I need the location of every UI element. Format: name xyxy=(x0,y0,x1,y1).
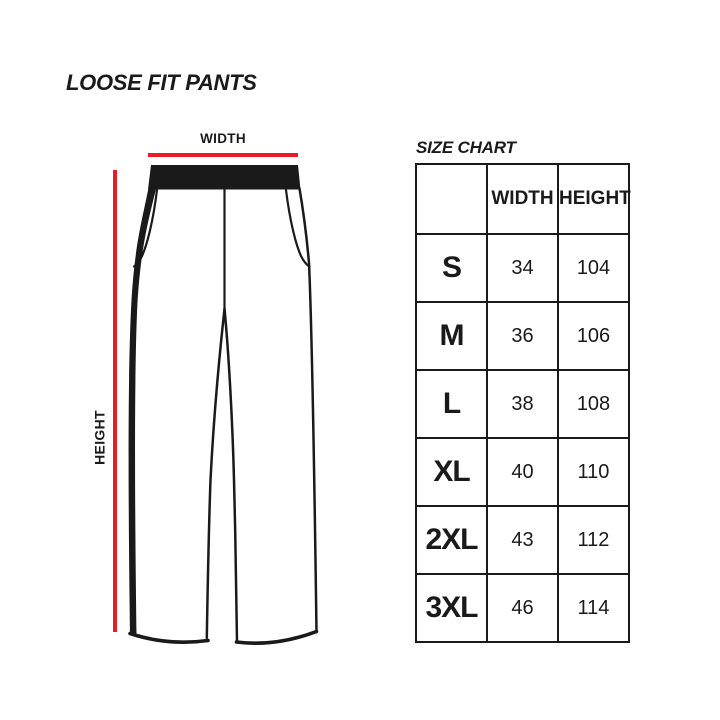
height-value: 108 xyxy=(557,369,630,439)
width-value: 36 xyxy=(486,301,559,371)
height-value: 106 xyxy=(557,301,630,371)
table-row: 3XL 46 114 xyxy=(415,573,630,643)
size-chart-table: WIDTH HEIGHT S 34 104 M 36 106 L 38 108 … xyxy=(415,163,631,643)
height-value: 112 xyxy=(557,505,630,575)
size-label: S xyxy=(415,233,488,303)
width-value: 40 xyxy=(486,437,559,507)
col-header-size xyxy=(415,163,488,235)
pants-left-inseam xyxy=(205,307,226,640)
table-row: L 38 108 xyxy=(415,369,630,439)
table-row: S 34 104 xyxy=(415,233,630,303)
height-value: 104 xyxy=(557,233,630,303)
size-label: 2XL xyxy=(415,505,488,575)
size-label: M xyxy=(415,301,488,371)
width-value: 43 xyxy=(486,505,559,575)
pants-left-pocket-curve xyxy=(132,188,159,268)
table-row: M 36 106 xyxy=(415,301,630,371)
width-value: 38 xyxy=(486,369,559,439)
pants-left-hem xyxy=(128,631,210,644)
pants-right-pocket-curve xyxy=(284,188,311,268)
header-row: WIDTH HEIGHT xyxy=(415,163,631,235)
page-title: LOOSE FIT PANTS xyxy=(66,70,257,95)
height-value: 110 xyxy=(557,437,630,507)
col-header-width: WIDTH xyxy=(486,163,559,235)
size-label: XL xyxy=(415,437,488,507)
width-dimension-label: WIDTH xyxy=(200,131,246,146)
pants-drawing xyxy=(128,165,319,645)
width-value: 34 xyxy=(486,233,559,303)
col-header-height: HEIGHT xyxy=(557,163,631,235)
pants-waistband xyxy=(148,165,301,190)
width-value: 46 xyxy=(486,573,559,643)
table-row: 2XL 43 112 xyxy=(415,505,630,575)
height-value: 114 xyxy=(557,573,630,643)
size-label: 3XL xyxy=(415,573,488,643)
size-label: L xyxy=(415,369,488,439)
pants-right-inseam xyxy=(223,307,239,643)
width-dimension-line xyxy=(148,153,298,157)
size-chart-heading: SIZE CHART xyxy=(416,138,516,157)
pants-right-hem xyxy=(234,629,319,645)
pants-right-outer-seam xyxy=(298,187,318,634)
table-row: XL 40 110 xyxy=(415,437,630,507)
height-dimension-line xyxy=(113,170,117,632)
pants-left-side-stripe xyxy=(128,188,156,634)
